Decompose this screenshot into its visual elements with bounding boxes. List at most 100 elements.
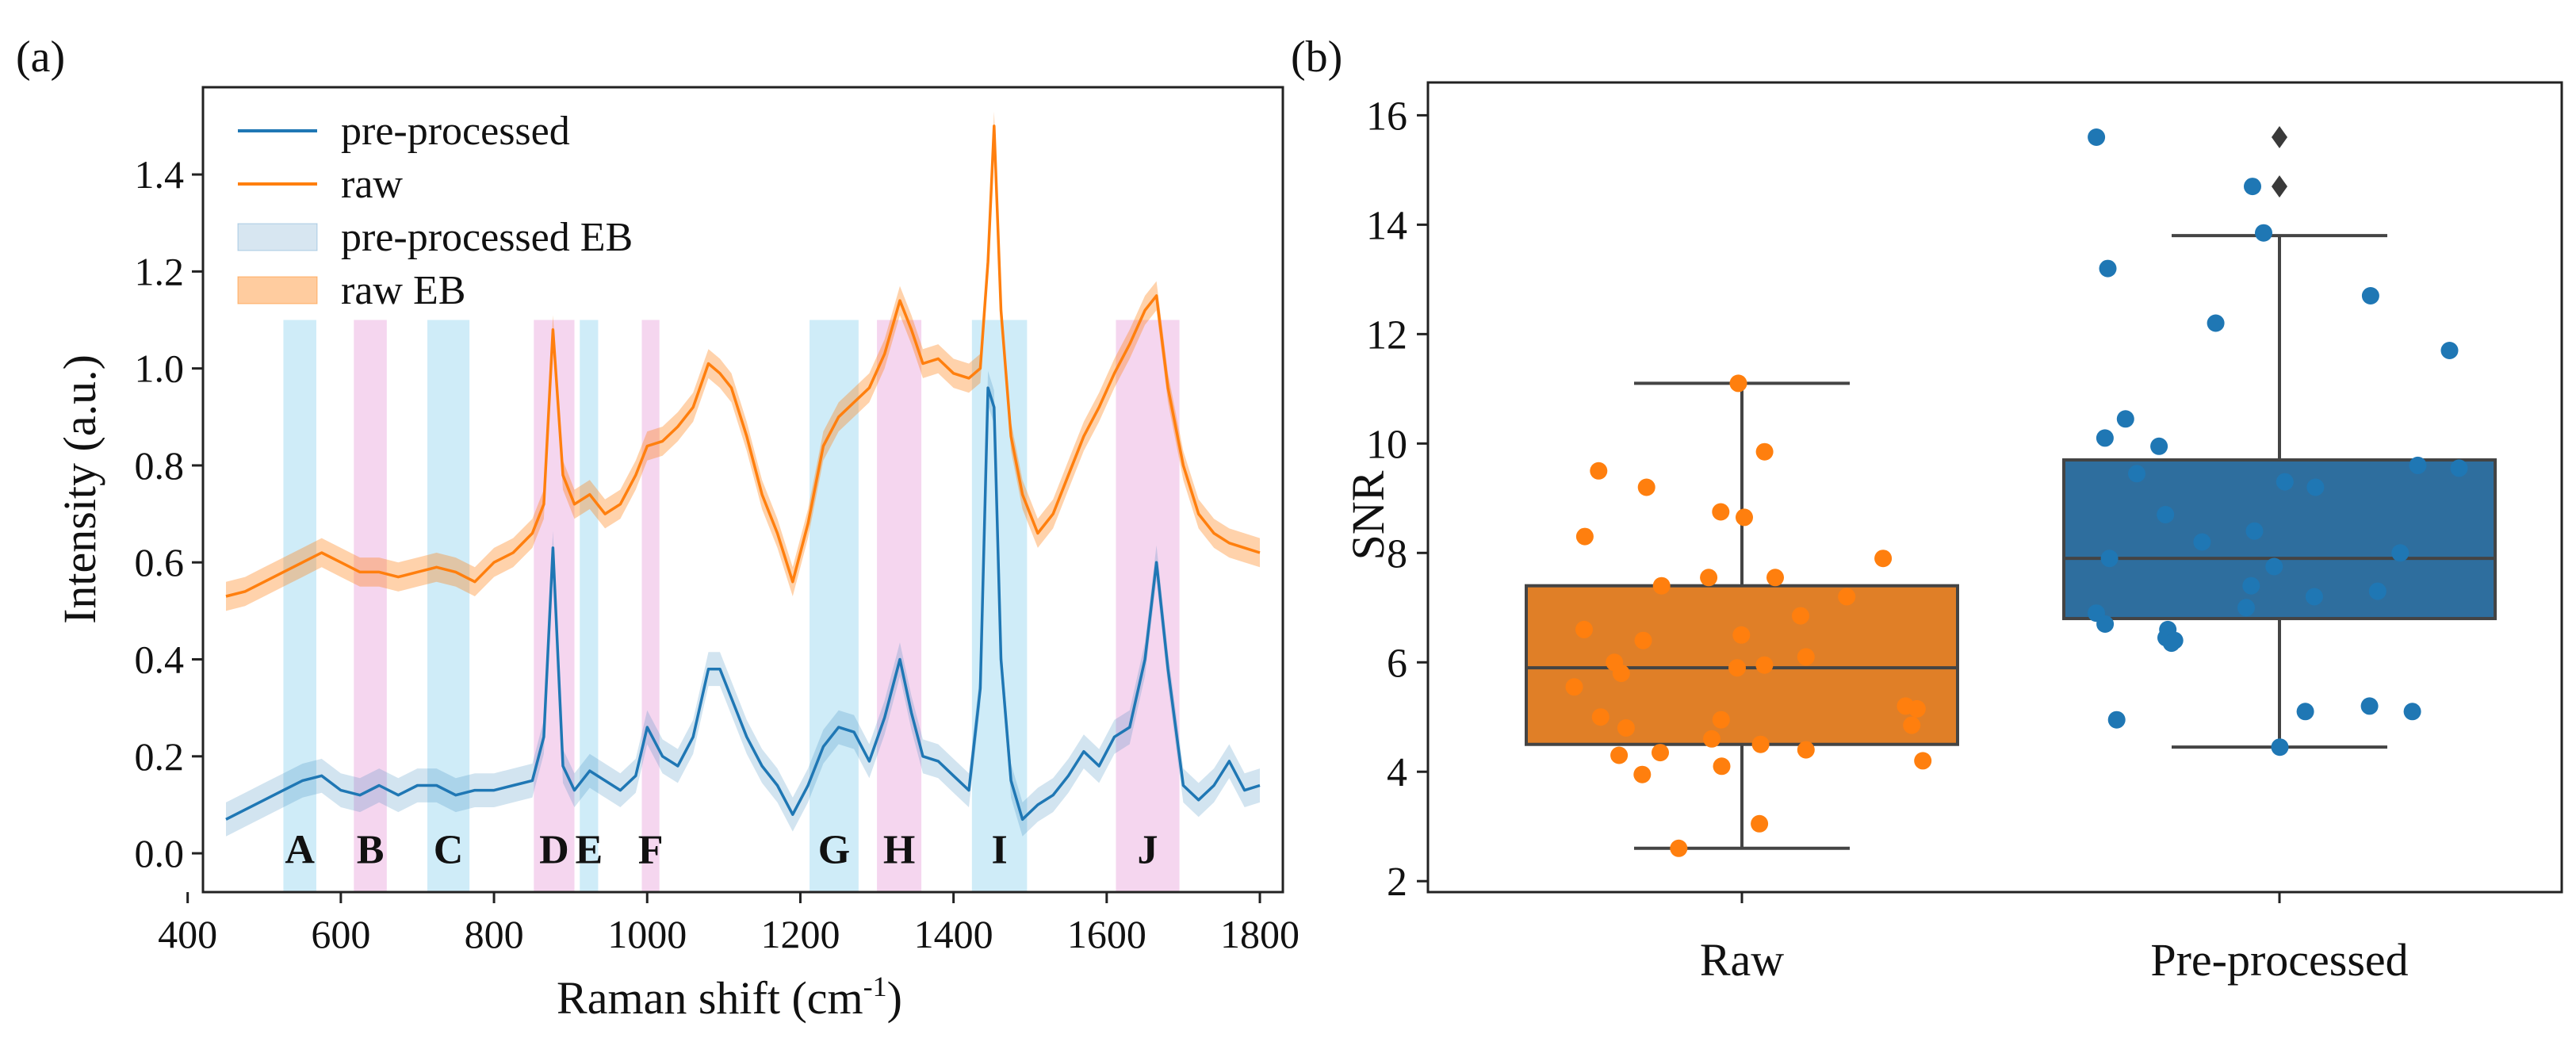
data-point-pre-processed [2242, 576, 2260, 595]
y-tick-label: 4 [1387, 750, 1407, 795]
y-tick-label: 1.2 [135, 249, 185, 293]
band-label-D: D [539, 827, 569, 872]
data-point-raw [1670, 839, 1688, 857]
legend-label-raw: raw [341, 162, 403, 207]
data-point-pre-processed [2409, 456, 2427, 474]
data-point-raw [1703, 730, 1721, 748]
data-point-pre-processed [2116, 410, 2134, 428]
plot-b-frame [1426, 81, 2563, 894]
y-tick-label: 0.2 [135, 734, 185, 779]
data-point-raw [1732, 626, 1751, 644]
data-point-raw [1712, 503, 1730, 521]
data-point-raw [1914, 752, 1932, 770]
axis-ticks-b: 2 4 6 8 10 12 14 16 [1366, 94, 1428, 905]
data-point-raw [1838, 588, 1856, 606]
data-point-raw [1652, 744, 1669, 762]
data-point-pre-processed [2088, 128, 2106, 146]
data-point-pre-processed [2100, 550, 2119, 568]
series-line-pre-processed [225, 386, 1261, 822]
x-tick-label: 1400 [914, 912, 993, 956]
data-point-pre-processed [2099, 259, 2117, 278]
plot-a-frame [201, 86, 1284, 894]
y-tick-label: 6 [1387, 641, 1407, 686]
data-point-pre-processed [2271, 738, 2289, 756]
data-point-pre-processed [2450, 459, 2468, 477]
data-point-pre-processed [2207, 314, 2225, 332]
legend-label-pre-processed: pre-processed [341, 109, 570, 154]
data-point-raw [1792, 607, 1809, 625]
data-point-raw [1903, 716, 1921, 734]
data-point-pre-processed [2296, 703, 2314, 721]
band-label-C: C [434, 827, 464, 872]
error-band-raw [226, 111, 1260, 611]
x-axis-label-a: Raman shift (cm-1) [557, 971, 902, 1024]
data-point-raw [1634, 631, 1652, 649]
data-point-raw [1797, 741, 1815, 759]
outlier-pre-processed [2272, 175, 2287, 198]
x-tick-label-raw: Raw [1700, 934, 1784, 986]
band-label-G: G [818, 827, 850, 872]
data-point-pre-processed [2157, 506, 2175, 523]
legend-swatch-pre-processed-eb [237, 223, 318, 251]
y-axis-label-a: Intensity (a.u.) [54, 354, 105, 624]
data-point-pre-processed [2360, 697, 2379, 715]
data-point-raw [1874, 550, 1893, 568]
legend-swatch-raw-eb [237, 276, 318, 305]
y-tick-label: 0.8 [135, 443, 185, 488]
data-point-pre-processed [2361, 287, 2379, 305]
data-point-raw [1633, 765, 1652, 783]
data-point-pre-processed [2368, 582, 2387, 600]
data-point-raw [1712, 711, 1730, 729]
data-point-pre-processed [2193, 533, 2211, 551]
data-point-raw [1590, 462, 1608, 480]
data-point-raw [1908, 699, 1926, 718]
x-tick-label: 800 [465, 912, 524, 956]
data-point-raw [1565, 678, 1583, 696]
data-point-pre-processed [2391, 544, 2409, 562]
box-layer: Raw Pre-processed [1525, 125, 2497, 986]
band-A [283, 320, 316, 892]
outlier-pre-processed [2272, 125, 2287, 148]
data-point-pre-processed [2096, 615, 2115, 633]
data-point-raw [1755, 442, 1774, 461]
legend-a: pre-processed raw pre-processed EB raw E… [237, 109, 633, 313]
data-point-pre-processed [2150, 437, 2168, 455]
x-tick-label-pre-processed: Pre-processed [2150, 934, 2408, 986]
data-point-raw [1610, 746, 1629, 764]
data-point-raw [1591, 708, 1610, 726]
error-band-pre-processed [226, 370, 1260, 837]
band-H [877, 320, 922, 892]
data-point-raw [1713, 757, 1731, 776]
panel-a-label: (a) [16, 33, 65, 82]
data-point-raw [1700, 569, 1718, 587]
data-point-raw [1575, 527, 1594, 546]
legend-label-raw-eb: raw EB [341, 268, 465, 313]
data-point-pre-processed [2276, 473, 2294, 491]
y-tick-label: 14 [1366, 203, 1407, 248]
y-tick-label: 1.0 [135, 347, 185, 391]
data-point-pre-processed [2440, 342, 2459, 359]
data-point-pre-processed [2255, 224, 2272, 242]
band-label-E: E [575, 827, 603, 872]
band-label-B: B [357, 827, 385, 872]
data-point-raw [1728, 659, 1746, 677]
data-point-raw [1766, 569, 1784, 587]
y-tick-label: 10 [1366, 422, 1407, 467]
series-line-raw [225, 124, 1261, 598]
data-point-raw [1575, 620, 1593, 638]
data-point-pre-processed [2245, 522, 2264, 540]
data-point-pre-processed [2305, 588, 2323, 606]
axis-ticks-a: 400 600 800 1000 1200 1400 1600 1800 0.0 0.2 0.4 0.… [135, 152, 1300, 956]
y-tick-label: 0.4 [135, 638, 185, 682]
data-point-pre-processed [2237, 599, 2255, 617]
data-point-pre-processed [2128, 465, 2145, 483]
data-point-pre-processed [2265, 557, 2283, 576]
band-label-A: A [285, 827, 315, 872]
data-point-raw [1637, 478, 1655, 496]
series-layer [225, 111, 1261, 837]
data-point-raw [1751, 735, 1770, 753]
band-F [641, 320, 660, 892]
data-point-raw [1729, 374, 1747, 393]
band-J [1116, 320, 1180, 892]
